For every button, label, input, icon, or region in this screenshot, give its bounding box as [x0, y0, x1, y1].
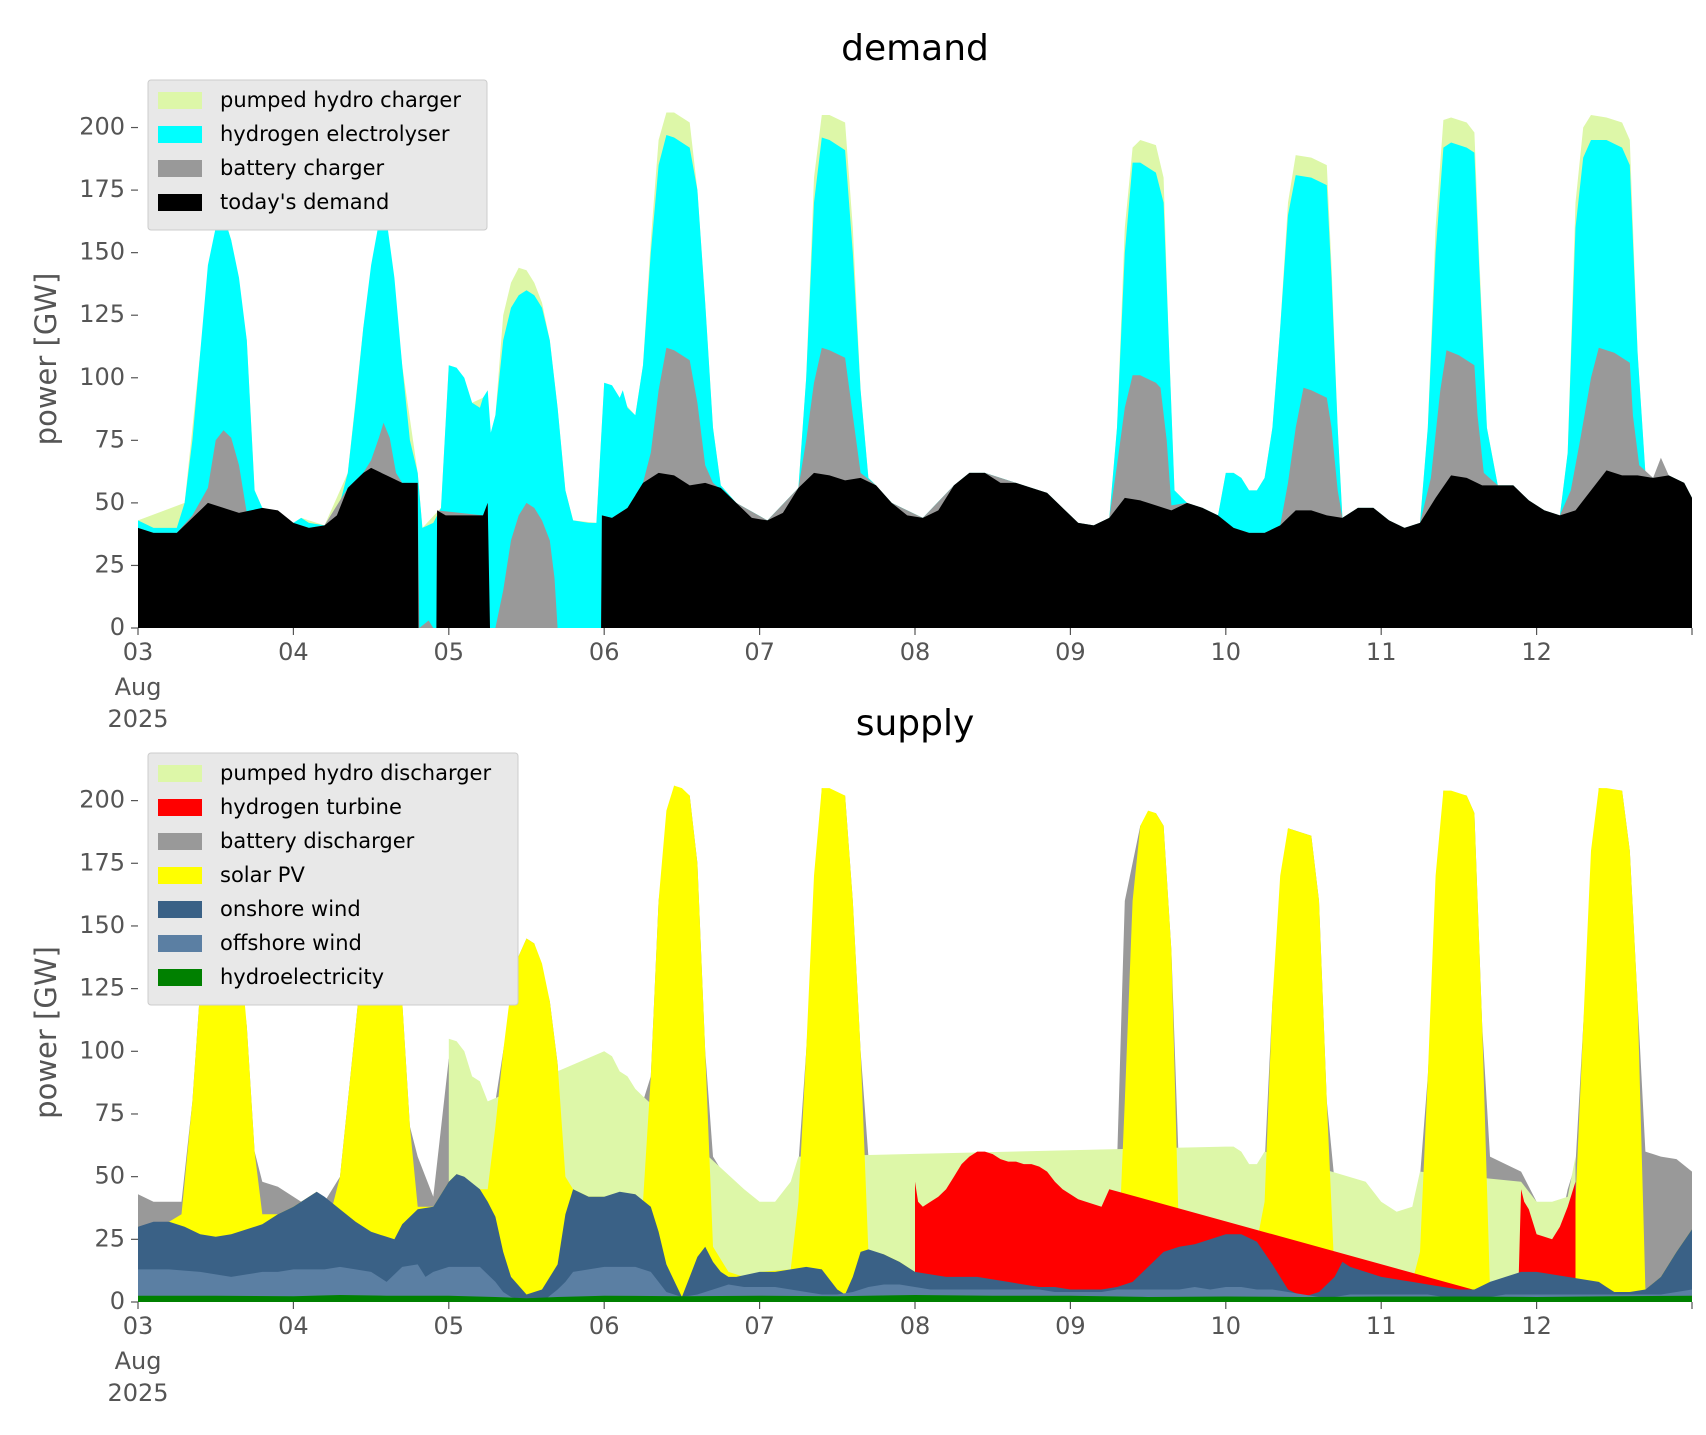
legend-label: today's demand — [220, 190, 389, 214]
y-tick-label: 175 — [79, 175, 125, 203]
x-tick-sublabel: 2025 — [107, 1379, 168, 1407]
legend-swatch — [158, 935, 202, 952]
x-tick-label: 11 — [1366, 638, 1397, 666]
legend-swatch — [158, 765, 202, 782]
legend-swatch — [158, 126, 202, 143]
demand-ylabel: power [GW] — [29, 273, 63, 446]
demand-legend: pumped hydro charger hydrogen electrolyse… — [147, 79, 488, 231]
supply-ylabel: power [GW] — [29, 946, 63, 1119]
demand-title: demand — [841, 28, 989, 69]
series-area-solar-pv — [138, 785, 1692, 1302]
supply-panel: supply power [GW] 0 25 50 75 100 125 150 175 200 03… — [29, 703, 1693, 1407]
x-tick-label: 05 — [434, 1312, 465, 1340]
legend-swatch — [158, 867, 202, 884]
supply-legend: pumped hydro discharger hydrogen turbine b… — [147, 752, 519, 1006]
x-tick-label: 07 — [744, 1312, 775, 1340]
legend-swatch — [158, 194, 202, 211]
legend-label: solar PV — [220, 863, 305, 887]
y-tick-label: 100 — [79, 1036, 125, 1064]
series-area-hydrogen-turbine — [915, 1151, 1576, 1302]
y-tick-label: 200 — [79, 786, 125, 814]
legend-swatch — [158, 969, 202, 986]
x-tick-label: 03 — [123, 1312, 154, 1340]
series-area-today-s-demand — [138, 467, 1692, 628]
legend-label: hydrogen turbine — [220, 795, 402, 819]
y-tick-label: 75 — [94, 1099, 125, 1127]
x-tick-label: 06 — [589, 1312, 620, 1340]
x-tick-label: 09 — [1055, 1312, 1086, 1340]
y-tick-label: 150 — [79, 238, 125, 266]
legend-label: hydrogen electrolyser — [220, 122, 450, 146]
legend-label: onshore wind — [220, 897, 361, 921]
y-tick-label: 0 — [110, 1287, 125, 1315]
x-tick-label: 12 — [1521, 1312, 1552, 1340]
x-tick-label: 10 — [1211, 638, 1242, 666]
x-tick-label: 11 — [1366, 1312, 1397, 1340]
legend-label: pumped hydro discharger — [220, 761, 491, 785]
demand-areas — [138, 112, 1692, 628]
x-tick-sublabel: Aug — [115, 673, 162, 701]
x-tick-label: 08 — [900, 1312, 931, 1340]
x-tick-label: 03 — [123, 638, 154, 666]
x-tick-label: 12 — [1521, 638, 1552, 666]
legend-box — [147, 79, 488, 231]
legend-label: offshore wind — [220, 931, 362, 955]
y-tick-label: 50 — [94, 1162, 125, 1190]
supply-areas — [138, 785, 1692, 1302]
x-tick-label: 04 — [278, 1312, 309, 1340]
y-tick-label: 25 — [94, 550, 125, 578]
y-tick-label: 0 — [110, 613, 125, 641]
legend-swatch — [158, 799, 202, 816]
legend-label: battery discharger — [220, 829, 415, 853]
x-tick-label: 04 — [278, 638, 309, 666]
legend-swatch — [158, 92, 202, 109]
x-tick-label: 07 — [744, 638, 775, 666]
y-tick-label: 150 — [79, 911, 125, 939]
x-tick-label: 05 — [434, 638, 465, 666]
legend-label: pumped hydro charger — [220, 88, 461, 112]
legend-box — [147, 752, 519, 1006]
legend-label: hydroelectricity — [220, 965, 384, 989]
legend-label: battery charger — [220, 156, 385, 180]
y-tick-label: 25 — [94, 1224, 125, 1252]
demand-panel: demand power [GW] 0 25 50 75 100 125 150 175 200 03… — [29, 28, 1693, 733]
x-tick-label: 09 — [1055, 638, 1086, 666]
y-tick-label: 175 — [79, 848, 125, 876]
y-tick-label: 50 — [94, 488, 125, 516]
series-area-hydroelectricity — [138, 1295, 1692, 1302]
y-tick-label: 100 — [79, 363, 125, 391]
x-tick-label: 06 — [589, 638, 620, 666]
x-tick-label: 08 — [900, 638, 931, 666]
legend-swatch — [158, 160, 202, 177]
x-tick-sublabel: 2025 — [107, 705, 168, 733]
y-tick-label: 75 — [94, 425, 125, 453]
y-tick-label: 200 — [79, 113, 125, 141]
x-tick-label: 10 — [1211, 1312, 1242, 1340]
legend-swatch — [158, 901, 202, 918]
y-tick-label: 125 — [79, 300, 125, 328]
y-tick-label: 125 — [79, 974, 125, 1002]
x-tick-sublabel: Aug — [115, 1347, 162, 1375]
legend-swatch — [158, 833, 202, 850]
supply-title: supply — [856, 703, 975, 744]
